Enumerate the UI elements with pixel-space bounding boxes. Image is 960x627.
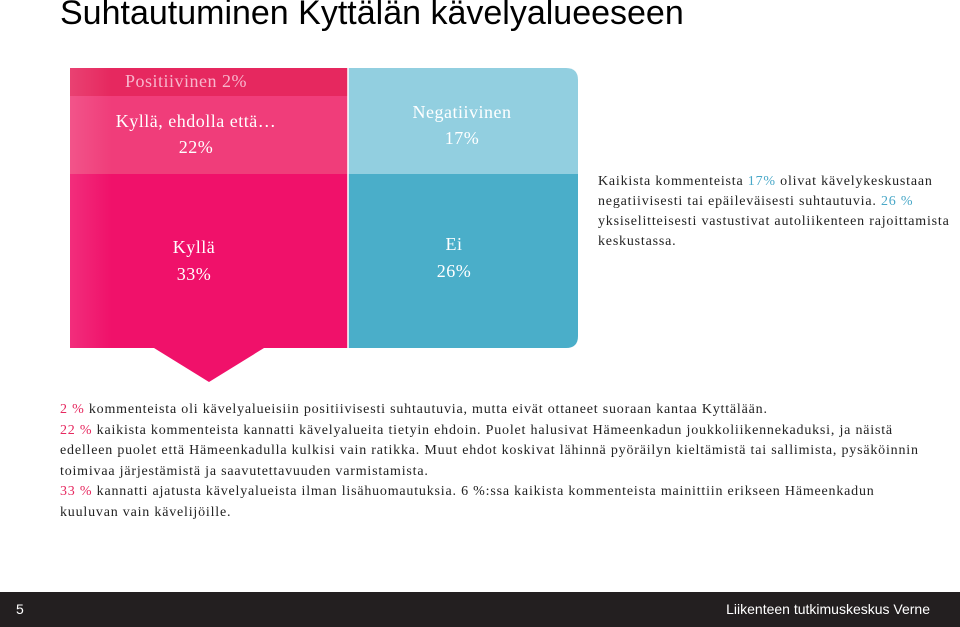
label-positiivinen: Positiivinen 2% [125, 71, 247, 91]
highlight-17: 17% [747, 174, 776, 189]
segment-negatiivinen [348, 68, 578, 174]
pointer-arrow [154, 348, 264, 382]
stacked-column-chart: Positiivinen 2% Kyllä, ehdolla että… 22%… [70, 68, 578, 382]
value-negatiivinen: 17% [445, 128, 480, 148]
page-number: 5 [16, 601, 24, 617]
paragraph-yes: 33 % kannatti ajatusta kävelyalueista il… [60, 484, 875, 520]
paragraph-positive: 2 % kommenteista oli kävelyalueisiin pos… [60, 402, 768, 417]
segment-ei [348, 174, 578, 348]
label-kylla: Kyllä [173, 237, 216, 257]
value-kylla-ehdolla: 22% [179, 137, 214, 157]
label-kylla-ehdolla: Kyllä, ehdolla että… [116, 111, 276, 131]
highlight-26: 26 % [880, 194, 914, 209]
positive-summary: 2 % kommenteista oli kävelyalueisiin pos… [60, 400, 920, 523]
page-title: Suhtautuminen Kyttälän kävelyalueeseen [60, 0, 684, 32]
label-ei: Ei [446, 234, 463, 254]
pink-column-sheen [70, 68, 348, 348]
value-ei: 26% [437, 261, 472, 281]
footer-bar: 5 Liikenteen tutkimuskeskus Verne [0, 592, 960, 627]
value-kylla: 33% [177, 264, 212, 284]
negative-summary: Kaikista kommenteista 17% olivat kävelyk… [598, 174, 950, 249]
paragraph-conditional: 22 % kaikista kommenteista kannatti käve… [60, 422, 919, 479]
organization-name: Liikenteen tutkimuskeskus Verne [726, 601, 930, 617]
label-negatiivinen: Negatiivinen [413, 102, 512, 122]
